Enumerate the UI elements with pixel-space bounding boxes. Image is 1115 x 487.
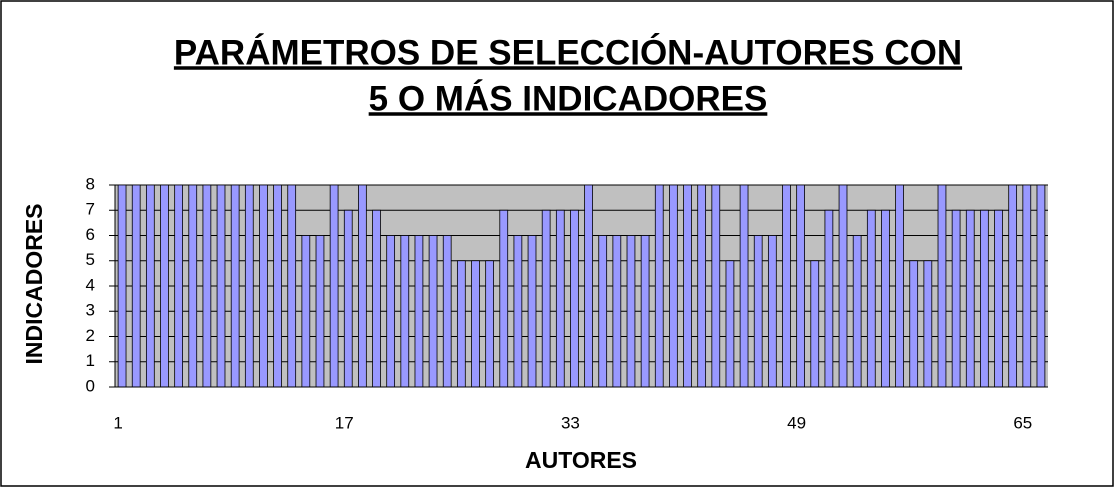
bar [739, 184, 749, 388]
bar [145, 184, 155, 388]
y-tick-label: 3 [86, 301, 95, 320]
x-tick-label: 17 [335, 413, 354, 432]
bar [909, 260, 919, 388]
bar [584, 184, 593, 388]
bar [400, 235, 410, 388]
x-tick-label: 33 [561, 413, 580, 432]
x-tick-label: 49 [787, 413, 806, 432]
bar [555, 209, 565, 388]
bar [838, 184, 848, 388]
bar [965, 209, 975, 388]
bar [188, 184, 198, 388]
bar [1022, 184, 1032, 388]
bar [669, 184, 678, 388]
bar [230, 184, 240, 388]
bar [202, 184, 212, 388]
bar [570, 209, 579, 388]
bar [117, 184, 127, 388]
bar [372, 209, 381, 388]
bar [640, 235, 650, 388]
bar [626, 235, 636, 388]
bar [301, 235, 311, 388]
bar [244, 184, 254, 388]
y-tick-label: 4 [86, 275, 95, 294]
bar [1036, 184, 1046, 388]
bar [866, 209, 876, 388]
bar [980, 209, 989, 388]
bar [824, 209, 834, 388]
bar [456, 260, 466, 388]
bar [951, 209, 961, 388]
bar [485, 260, 494, 388]
bar [598, 235, 608, 388]
bar [852, 235, 862, 388]
bar [810, 260, 820, 388]
bar [428, 235, 438, 388]
bar [499, 209, 509, 388]
y-tick-label: 5 [86, 250, 95, 269]
bar [1008, 184, 1018, 388]
bar [527, 235, 537, 388]
chart-title: 5 O MÁS INDICADORES [369, 78, 768, 118]
bar [442, 235, 452, 388]
y-tick-label: 7 [86, 200, 95, 219]
bar [471, 260, 480, 388]
bar [174, 184, 183, 388]
bar [131, 184, 141, 388]
x-axis-label: AUTORES [525, 447, 637, 473]
y-tick-label: 8 [86, 174, 95, 193]
y-tick-label: 0 [86, 376, 95, 395]
bar [315, 235, 325, 388]
y-tick-label: 2 [86, 326, 95, 345]
x-tick-label: 65 [1013, 413, 1032, 432]
bar [386, 235, 396, 388]
bar [767, 235, 777, 388]
y-tick-label: 1 [86, 351, 95, 370]
bar [683, 184, 692, 388]
bar [216, 184, 226, 388]
bar [697, 184, 707, 388]
bar [343, 209, 353, 388]
bar [753, 235, 763, 388]
bar [358, 184, 367, 388]
y-tick-label: 6 [86, 225, 95, 244]
bar [782, 184, 791, 388]
bar [513, 235, 523, 388]
y-axis-label: INDICADORES [21, 203, 47, 364]
bar [541, 209, 551, 388]
bar [414, 235, 424, 388]
bar [329, 184, 339, 388]
bar [287, 184, 297, 388]
bar [725, 260, 735, 388]
bar [160, 184, 169, 388]
bar [994, 209, 1003, 388]
bar [711, 184, 721, 388]
bar [895, 184, 904, 388]
bar [796, 184, 805, 388]
bar [273, 184, 282, 388]
x-tick-label: 1 [113, 413, 122, 432]
bar [881, 209, 890, 388]
bar [259, 184, 268, 388]
bar [654, 184, 664, 388]
bar [923, 260, 933, 388]
bar [937, 184, 947, 388]
bar [612, 235, 622, 388]
chart-title: PARÁMETROS DE SELECCIÓN-AUTORES CON [174, 32, 962, 72]
